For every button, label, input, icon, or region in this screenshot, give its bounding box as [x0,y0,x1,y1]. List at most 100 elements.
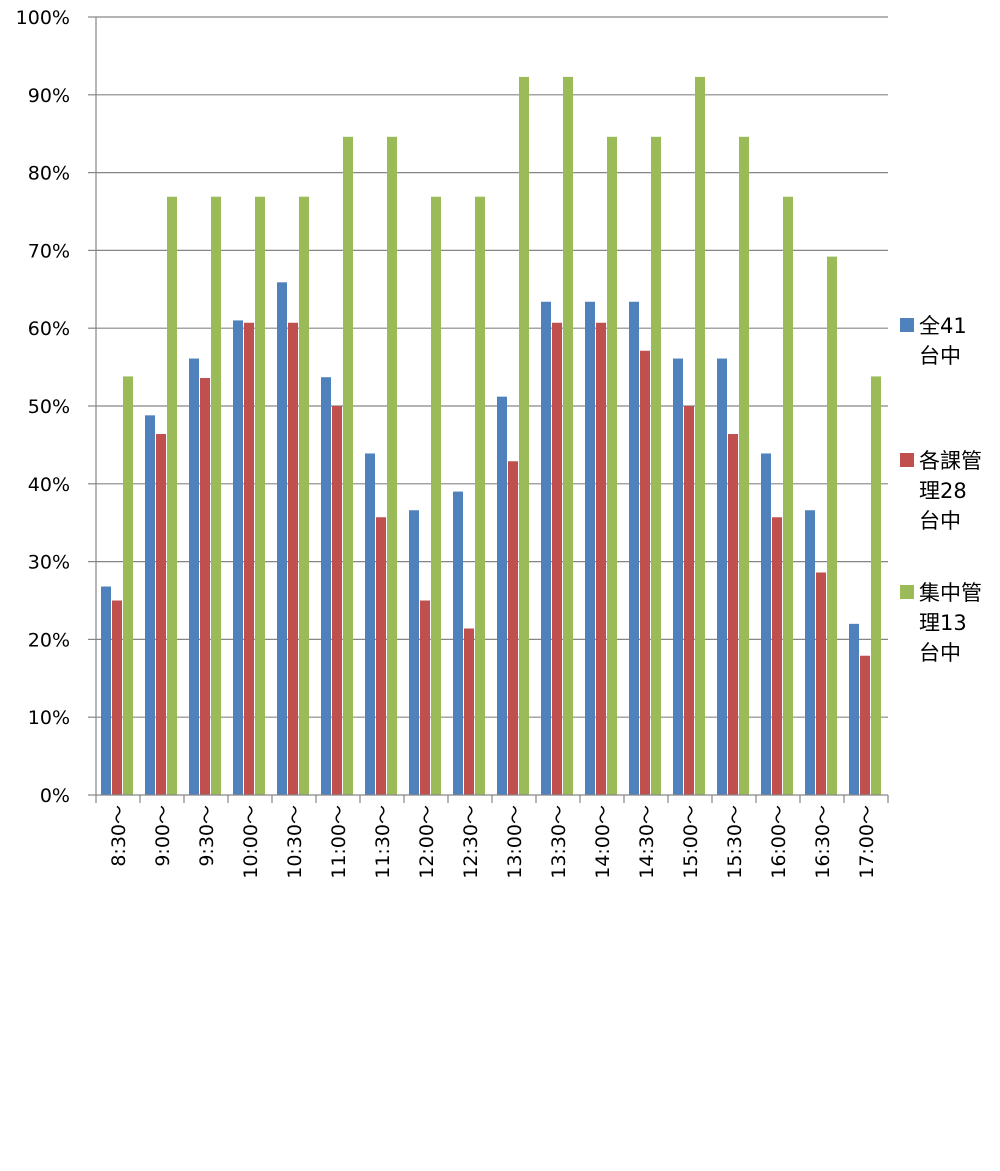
legend-label: 理28 [919,479,967,503]
axes [88,16,889,803]
bar-series-3 [167,196,177,795]
x-tick-label: 11:30～ [372,805,394,879]
bar-series-2 [112,600,122,795]
bar-series-1 [761,453,771,795]
bar-series-2 [420,600,430,795]
bar-series-1 [277,282,287,796]
legend-label: 台中 [919,509,961,533]
legend-label: 各課管 [919,449,982,473]
bar-series-2 [288,322,298,795]
gridlines [96,16,888,718]
bar-series-2 [376,517,386,795]
y-tick-label: 100% [16,7,70,29]
y-tick-label: 40% [28,474,70,496]
bar-series-1 [805,510,815,795]
y-tick-label: 60% [28,318,70,340]
bar-series-1 [541,301,551,795]
legend-label: 集中管 [919,581,982,605]
y-tick-label: 20% [28,629,70,651]
y-tick-label: 70% [28,240,70,262]
bar-series-2 [640,350,650,795]
legend-swatch [900,453,914,467]
bar-series-2 [244,322,254,795]
y-tick-label: 80% [28,163,70,185]
bar-series-3 [255,196,265,795]
bar-series-1 [585,301,595,795]
x-tick-label: 15:00～ [680,805,702,879]
x-tick-label: 10:00～ [240,805,262,879]
bar-series-1 [629,301,639,795]
bar-series-2 [156,434,166,795]
y-tick-label: 50% [28,396,70,418]
x-tick-label: 9:30～ [196,805,218,867]
x-tick-label: 10:30～ [284,805,306,879]
bar-series-1 [409,510,419,795]
bar-series-3 [475,196,485,795]
x-tick-label: 11:00～ [328,805,350,879]
x-tick-label: 13:30～ [548,805,570,879]
bar-series-1 [497,396,507,795]
legend-label: 全41 [919,314,967,338]
bar-series-1 [849,623,859,795]
bar-series-3 [343,136,353,795]
bar-series-1 [673,358,683,795]
legend-label: 理13 [919,611,967,635]
x-tick-label: 14:00～ [592,805,614,879]
bar-series-2 [684,406,694,795]
bar-series-3 [827,256,837,795]
bar-series-2 [596,322,606,795]
legend-swatch [900,585,914,599]
bar-series-3 [211,196,221,795]
bar-series-3 [563,76,573,795]
x-tick-label: 13:00～ [504,805,526,879]
bar-series-1 [453,491,463,795]
x-tick-label: 12:30～ [460,805,482,879]
x-tick-label: 16:30～ [812,805,834,879]
legend-swatch [900,318,914,332]
x-tick-label: 8:30～ [108,805,130,867]
bar-series-2 [860,655,870,795]
bar-series-1 [365,453,375,795]
x-tick-label: 9:00～ [152,805,174,867]
y-tick-label: 0% [40,785,70,807]
bar-series-2 [552,322,562,795]
x-tick-label: 12:00～ [416,805,438,879]
bar-series-2 [728,434,738,795]
x-tick-label: 16:00～ [768,805,790,879]
y-axis-tick-labels: 0% 10% 20% 30% 40% 50% 60% 70% 80% 90% 100% [16,7,70,807]
bar-series-3 [431,196,441,795]
bar-series-2 [772,517,782,795]
bar-series-1 [145,415,155,795]
bar-series-1 [101,586,111,795]
x-tick-label: 15:30～ [724,805,746,879]
bar-series-2 [464,628,474,795]
bar-series-3 [871,376,881,795]
y-tick-label: 90% [28,85,70,107]
y-tick-label: 10% [28,707,70,729]
x-tick-label: 14:30～ [636,805,658,879]
y-tick-label: 30% [28,552,70,574]
bar-series-3 [651,136,661,795]
bar-series-3 [123,376,133,795]
bar-series-2 [200,377,210,795]
x-tick-label: 17:00～ [856,805,878,879]
bar-series-3 [783,196,793,795]
bar-series-3 [299,196,309,795]
x-axis-tick-labels: 8:30～ 9:00～ 9:30～ 10:00～ 10:30～ 11:00～ 11:30～ 1… [108,805,878,879]
bar-series-3 [519,76,529,795]
bar-series-1 [189,358,199,795]
bar-series-3 [695,76,705,795]
legend-label: 台中 [919,344,961,368]
bars [101,76,881,796]
bar-series-2 [332,406,342,795]
bar-series-3 [387,136,397,795]
bar-series-1 [321,377,331,795]
bar-series-3 [607,136,617,795]
bar-series-2 [816,572,826,795]
bar-series-1 [233,320,243,795]
bar-series-1 [717,358,727,795]
bar-series-3 [739,136,749,795]
bar-series-2 [508,461,518,795]
legend-label: 台中 [919,641,961,665]
